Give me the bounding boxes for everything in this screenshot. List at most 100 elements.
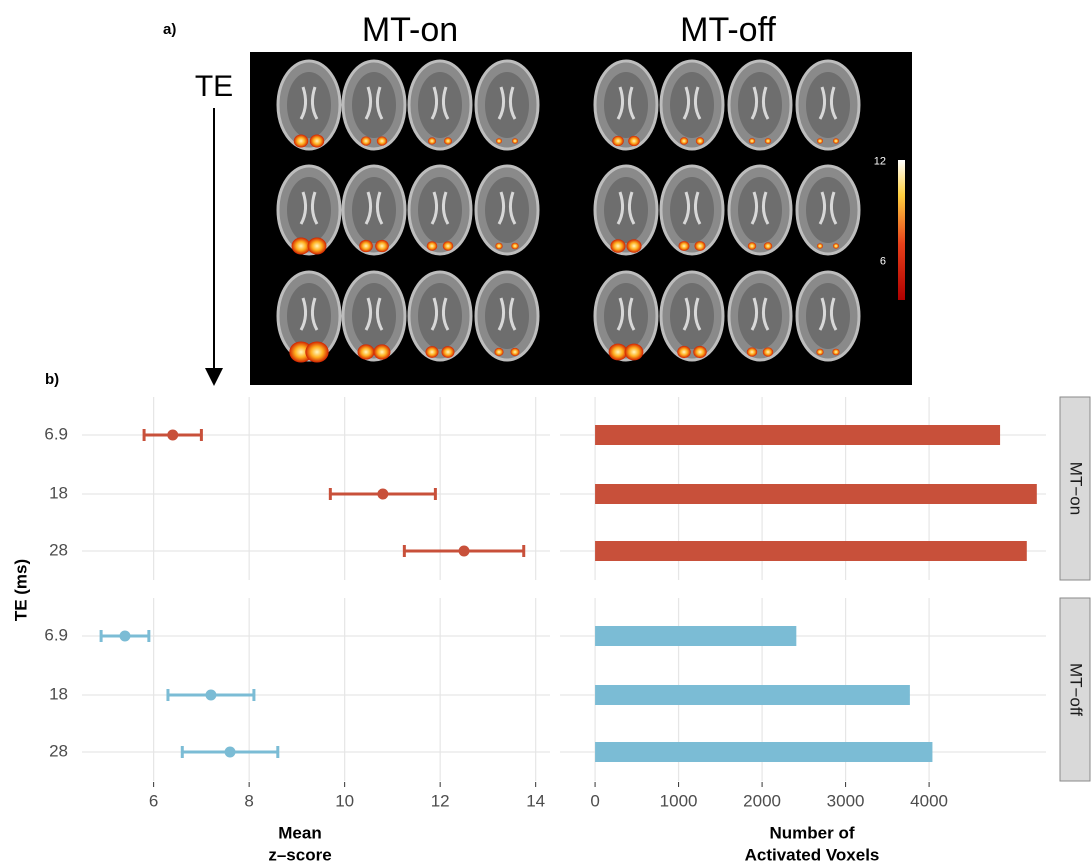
point <box>377 489 388 500</box>
facet-label: MT−on <box>1067 462 1086 515</box>
brain-inner <box>604 177 648 243</box>
activation <box>817 138 823 143</box>
colorbar <box>898 160 905 300</box>
y-tick-label: 18 <box>49 684 68 703</box>
x-axis-label: z–score <box>268 845 331 864</box>
arrow-head <box>205 368 223 386</box>
activation <box>625 344 644 361</box>
activation <box>443 241 454 250</box>
activation <box>426 346 439 358</box>
activation <box>677 346 691 358</box>
brain-inner <box>287 177 331 243</box>
brain-inner <box>352 72 396 138</box>
x-tick-label: 4000 <box>910 791 948 810</box>
activation <box>833 138 839 143</box>
te-label: TE <box>195 70 233 103</box>
brain-inner <box>485 72 529 138</box>
activation <box>749 138 755 144</box>
brain-inner <box>485 283 529 349</box>
figure: a) MT-on MT-off TE b) 1266.918286.918286… <box>0 0 1092 866</box>
brain-inner <box>738 283 782 349</box>
point <box>459 546 470 557</box>
activation <box>374 344 391 359</box>
activation <box>817 243 823 248</box>
colorbar-tick-label: 12 <box>874 156 886 168</box>
brain-inner <box>287 72 331 138</box>
activation <box>816 349 823 356</box>
brain-inner <box>806 72 850 138</box>
activation <box>679 241 690 251</box>
activation <box>377 136 387 145</box>
point <box>205 690 216 701</box>
activation <box>442 346 455 358</box>
brain-inner <box>418 177 462 243</box>
column-title: MT-on <box>362 11 458 49</box>
activation <box>444 137 452 144</box>
column-title: MT-off <box>680 11 776 49</box>
activation <box>358 344 375 359</box>
y-tick-label: 18 <box>49 483 68 502</box>
x-tick-label: 2000 <box>743 791 781 810</box>
brain-inner <box>806 177 850 243</box>
brain-inner <box>738 72 782 138</box>
x-tick-label: 0 <box>590 791 599 810</box>
y-tick-label: 6.9 <box>44 424 68 443</box>
brain-inner <box>287 283 331 349</box>
y-axis-label: TE (ms) <box>11 559 30 621</box>
activation <box>680 137 688 144</box>
activation <box>495 243 502 250</box>
brain-inner <box>418 283 462 349</box>
y-tick-label: 6.9 <box>44 625 68 644</box>
activation <box>695 241 706 251</box>
activation <box>310 135 324 148</box>
brain-inner <box>670 177 714 243</box>
x-axis-label: Activated Voxels <box>745 845 880 864</box>
y-tick-label: 28 <box>49 540 68 559</box>
activation <box>496 138 502 143</box>
activation <box>361 136 371 145</box>
brain-inner <box>738 177 782 243</box>
brain-inner <box>670 283 714 349</box>
brain-inner <box>352 283 396 349</box>
colorbar-tick-label: 6 <box>880 256 886 268</box>
activation <box>764 242 772 250</box>
panel-label: a) <box>163 21 176 38</box>
activation <box>693 346 707 358</box>
brain-inner <box>352 177 396 243</box>
activation <box>359 240 373 252</box>
activation <box>510 348 519 356</box>
bar <box>595 685 910 705</box>
x-tick-label: 1000 <box>660 791 698 810</box>
point <box>119 631 130 642</box>
activation <box>305 341 328 362</box>
activation <box>626 239 641 253</box>
brain-inner <box>806 283 850 349</box>
x-axis-label: Mean <box>278 823 321 842</box>
activation <box>763 347 773 356</box>
x-tick-label: 6 <box>149 791 158 810</box>
panel-label: b) <box>45 371 59 388</box>
bar <box>595 484 1037 504</box>
activation <box>765 138 771 144</box>
activation <box>512 138 518 143</box>
bar <box>595 742 932 762</box>
activation <box>294 135 308 148</box>
activation <box>612 136 624 146</box>
x-tick-label: 8 <box>244 791 253 810</box>
point <box>225 747 236 758</box>
facet-label: MT−off <box>1067 663 1086 716</box>
activation <box>428 137 436 144</box>
activation <box>609 344 628 361</box>
x-tick-label: 14 <box>526 791 545 810</box>
activation <box>427 241 438 250</box>
point <box>167 430 178 441</box>
x-tick-label: 10 <box>335 791 354 810</box>
activation <box>494 348 503 356</box>
activation <box>628 136 640 146</box>
brain-inner <box>485 177 529 243</box>
bar <box>595 626 796 646</box>
activation <box>833 243 839 248</box>
activation <box>375 240 389 252</box>
brain-inner <box>604 72 648 138</box>
x-tick-label: 3000 <box>827 791 865 810</box>
